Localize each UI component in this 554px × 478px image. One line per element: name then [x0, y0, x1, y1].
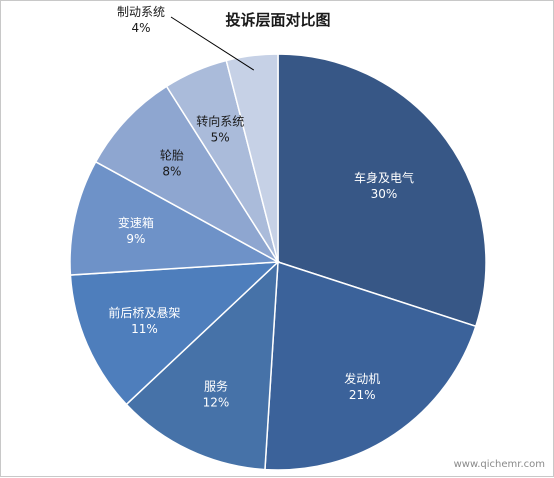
category-label: 车身及电气 [354, 170, 414, 185]
pie-slice-7 [225, 53, 279, 263]
percent-label: 9% [126, 232, 145, 246]
category-label: 转向系统 [196, 113, 244, 128]
pie-slice-3 [69, 261, 281, 406]
percent-label: 21% [349, 388, 376, 402]
leader-line [170, 16, 255, 71]
category-label: 制动系统 [117, 5, 165, 19]
pie-slice-4 [69, 160, 281, 276]
chart-title: 投诉层面对比图 [225, 11, 331, 29]
percent-label: 11% [131, 322, 158, 336]
percent-label: 12% [203, 396, 230, 410]
pie-slice-2 [125, 260, 279, 471]
percent-label: 5% [211, 130, 230, 144]
pie-slice-5 [94, 85, 279, 263]
category-label: 变速箱 [118, 215, 154, 230]
percent-label: 4% [131, 21, 150, 35]
category-label: 轮胎 [160, 148, 184, 162]
pie-slice-1 [264, 260, 477, 471]
watermark: www.qichemr.com [453, 459, 545, 470]
category-label: 发动机 [344, 371, 380, 386]
category-label: 前后桥及悬架 [108, 305, 180, 320]
percent-label: 30% [371, 187, 398, 201]
percent-label: 8% [162, 164, 181, 178]
pie-slice-0 [277, 53, 487, 328]
category-label: 服务 [204, 379, 228, 394]
